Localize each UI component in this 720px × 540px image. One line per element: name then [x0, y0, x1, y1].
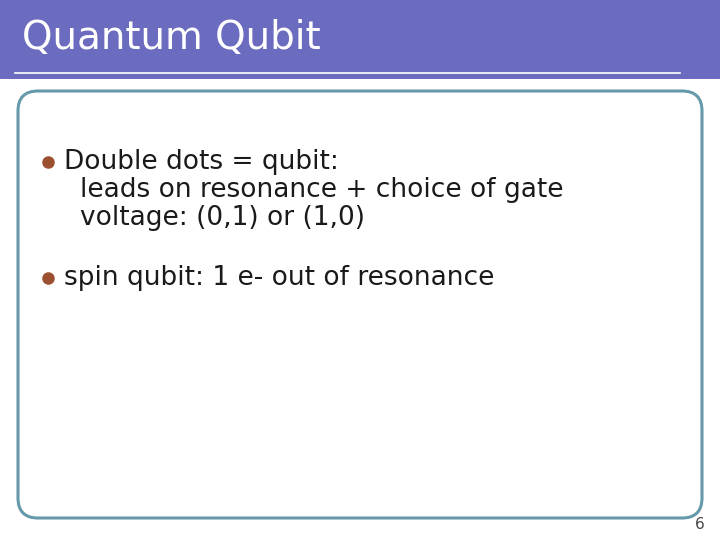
- Text: spin qubit: 1 e- out of resonance: spin qubit: 1 e- out of resonance: [64, 265, 495, 291]
- Text: Double dots = qubit:: Double dots = qubit:: [64, 149, 339, 175]
- Text: leads on resonance + choice of gate: leads on resonance + choice of gate: [80, 177, 564, 203]
- Text: 6: 6: [696, 517, 705, 532]
- Text: voltage: (0,1) or (1,0): voltage: (0,1) or (1,0): [80, 205, 365, 231]
- Text: Quantum Qubit: Quantum Qubit: [22, 19, 320, 57]
- Bar: [0, 0, 720, 79]
- FancyBboxPatch shape: [18, 91, 702, 518]
